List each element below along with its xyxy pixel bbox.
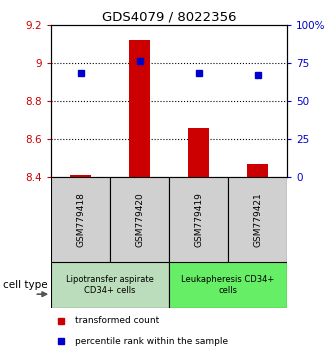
Text: transformed count: transformed count bbox=[75, 316, 159, 325]
Bar bbox=[188, 127, 209, 177]
Text: GSM779419: GSM779419 bbox=[194, 192, 203, 247]
Bar bbox=[169, 177, 228, 262]
Text: GSM779418: GSM779418 bbox=[76, 192, 85, 247]
Text: percentile rank within the sample: percentile rank within the sample bbox=[75, 337, 228, 346]
Bar bbox=[51, 262, 169, 308]
Title: GDS4079 / 8022356: GDS4079 / 8022356 bbox=[102, 11, 236, 24]
Text: Leukapheresis CD34+
cells: Leukapheresis CD34+ cells bbox=[182, 275, 275, 295]
Bar bbox=[51, 177, 110, 262]
Bar bbox=[110, 177, 169, 262]
Text: Lipotransfer aspirate
CD34+ cells: Lipotransfer aspirate CD34+ cells bbox=[66, 275, 154, 295]
Bar bbox=[169, 262, 287, 308]
Bar bbox=[129, 40, 150, 177]
Bar bbox=[247, 164, 268, 177]
Bar bbox=[70, 175, 91, 177]
Text: GSM779421: GSM779421 bbox=[253, 192, 262, 247]
Bar bbox=[228, 177, 287, 262]
Text: GSM779420: GSM779420 bbox=[135, 192, 144, 247]
Text: cell type: cell type bbox=[3, 280, 48, 290]
